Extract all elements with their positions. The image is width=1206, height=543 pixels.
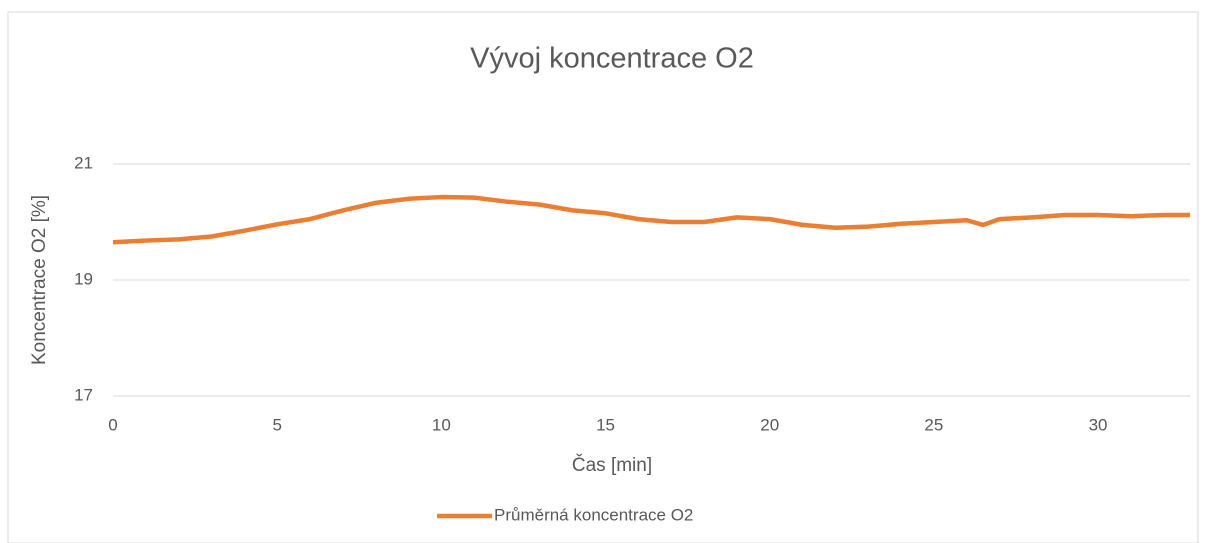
x-tick-label: 20 (760, 415, 779, 434)
y-axis-label: Koncentrace O2 [%] (29, 195, 50, 365)
x-tick-label: 25 (924, 415, 943, 434)
chart-title: Vývoj koncentrace O2 (470, 43, 754, 75)
legend-label: Průměrná koncentrace O2 (494, 505, 693, 524)
y-tick-label: 19 (74, 269, 93, 288)
x-axis-label: Čas [min] (572, 454, 652, 476)
x-tick-label: 5 (272, 415, 281, 434)
x-tick-label: 15 (596, 415, 615, 434)
y-tick-label: 17 (74, 385, 93, 404)
x-tick-label: 10 (432, 415, 451, 434)
data-line (112, 194, 1190, 245)
x-tick-label: 0 (108, 415, 117, 434)
y-tick-label: 21 (74, 153, 93, 172)
x-tick-label: 30 (1089, 415, 1108, 434)
chart-border (7, 11, 1199, 543)
